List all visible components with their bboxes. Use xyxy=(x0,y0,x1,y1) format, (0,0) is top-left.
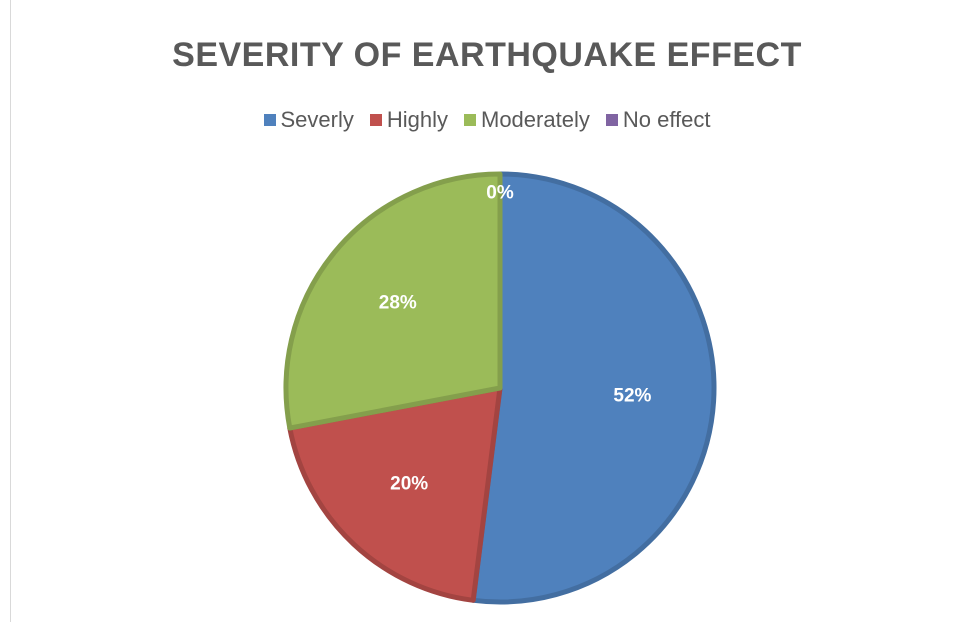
legend-item-no-effect: No effect xyxy=(605,107,711,133)
legend-item-moderately: Moderately xyxy=(464,107,590,133)
pie-slices xyxy=(283,171,717,605)
data-label-highly: 20% xyxy=(390,474,428,495)
legend: Severly Highly Moderately No effect xyxy=(0,107,974,133)
legend-label-highly: Highly xyxy=(386,107,448,132)
legend-item-severly: Severly xyxy=(263,107,354,133)
legend-label-no-effect: No effect xyxy=(622,107,711,132)
data-label-no-effect: 0% xyxy=(486,182,514,203)
legend-swatch-no-effect xyxy=(605,114,618,126)
pie-slice-severly xyxy=(470,171,717,605)
data-label-severly: 52% xyxy=(613,385,651,406)
legend-swatch-severly xyxy=(263,114,276,126)
pie-slice-highly xyxy=(287,385,503,603)
pie-slice-moderately xyxy=(283,171,503,431)
data-label-moderately: 28% xyxy=(379,292,417,313)
legend-label-moderately: Moderately xyxy=(481,107,590,132)
legend-swatch-moderately xyxy=(464,114,476,126)
legend-label-severly: Severly xyxy=(280,107,354,132)
legend-swatch-highly xyxy=(369,114,382,126)
chart-border xyxy=(10,0,11,622)
pie-labels: 52% 20% 28% 0% xyxy=(379,182,652,494)
legend-item-highly: Highly xyxy=(369,107,448,133)
chart-title: SEVERITY OF EARTHQUAKE EFFECT xyxy=(172,36,802,74)
